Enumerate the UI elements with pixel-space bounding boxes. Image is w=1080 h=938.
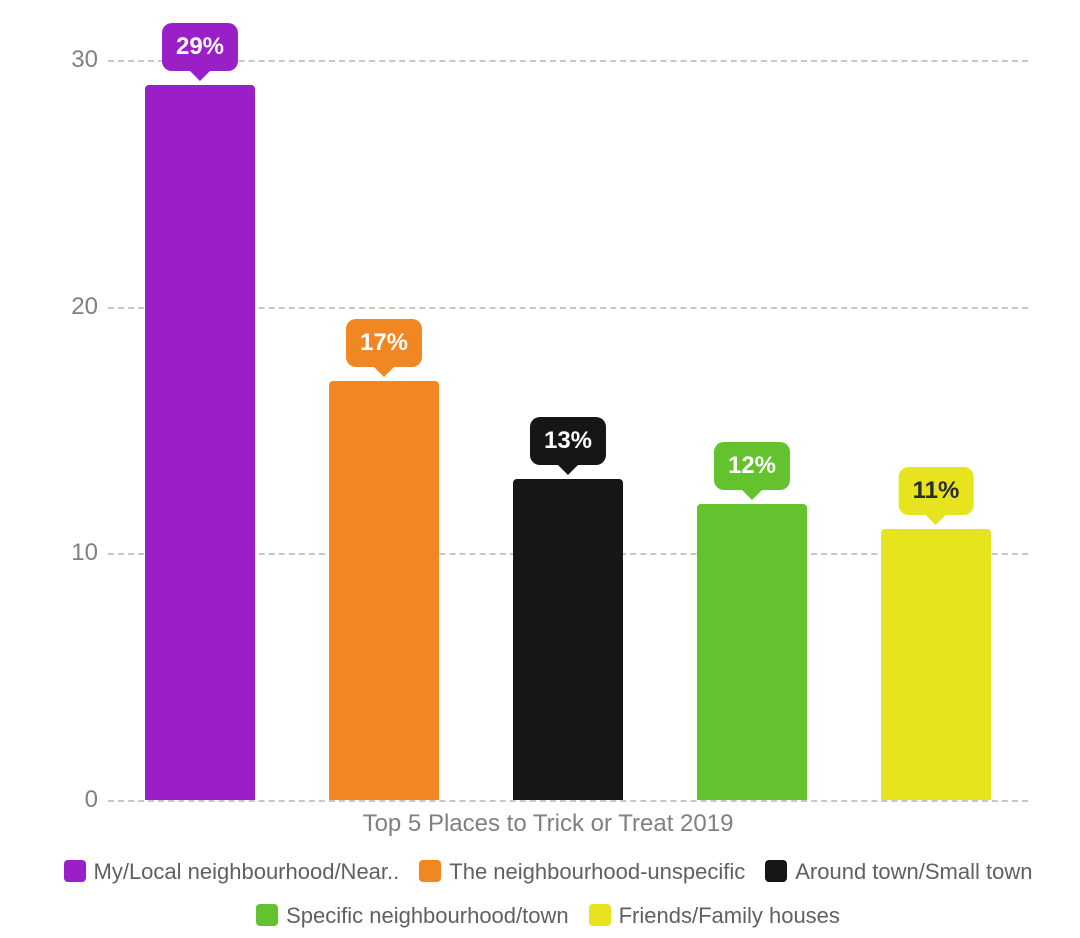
legend-label: The neighbourhood-unspecific	[449, 859, 745, 884]
legend-item: Specific neighbourhood/town	[256, 894, 569, 938]
legend-item: Friends/Family houses	[589, 894, 840, 938]
legend-swatch	[765, 860, 787, 882]
legend-item: The neighbourhood-unspecific	[419, 850, 745, 894]
legend-swatch	[589, 904, 611, 926]
y-tick-label: 30	[58, 46, 98, 74]
legend-swatch	[64, 860, 86, 882]
legend-swatch	[256, 904, 278, 926]
plot-area: 010203029%17%13%12%11%	[108, 60, 1028, 800]
legend-label: Specific neighbourhood/town	[286, 903, 569, 928]
bar	[697, 504, 807, 800]
bar	[145, 85, 255, 800]
value-bubble: 17%	[346, 319, 422, 367]
bar	[513, 479, 623, 800]
value-bubble: 29%	[162, 23, 238, 71]
gridline	[108, 60, 1028, 62]
bar	[881, 529, 991, 800]
value-bubble-text: 12%	[728, 452, 776, 479]
legend-label: Friends/Family houses	[619, 903, 840, 928]
value-bubble-text: 17%	[360, 329, 408, 356]
value-bubble-text: 11%	[913, 477, 960, 504]
value-bubble: 13%	[530, 417, 606, 465]
legend-item: My/Local neighbourhood/Near..	[64, 850, 400, 894]
x-axis-title: Top 5 Places to Trick or Treat 2019	[48, 810, 1048, 838]
legend-label: Around town/Small town	[795, 859, 1032, 884]
legend-label: My/Local neighbourhood/Near..	[94, 859, 400, 884]
value-bubble: 11%	[899, 467, 974, 515]
legend-swatch	[419, 860, 441, 882]
value-bubble: 12%	[714, 442, 790, 490]
gridline	[108, 800, 1028, 802]
y-tick-label: 20	[58, 293, 98, 321]
y-tick-label: 10	[58, 539, 98, 567]
value-bubble-text: 13%	[544, 427, 592, 454]
bar-chart: 010203029%17%13%12%11% Top 5 Places to T…	[48, 60, 1048, 820]
value-bubble-text: 29%	[176, 33, 224, 60]
bar	[329, 381, 439, 800]
legend: My/Local neighbourhood/Near.. The neighbo…	[48, 850, 1048, 938]
legend-item: Around town/Small town	[765, 850, 1032, 894]
